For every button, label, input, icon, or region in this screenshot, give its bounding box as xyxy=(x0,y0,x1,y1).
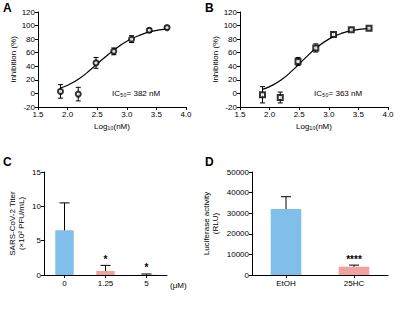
svg-text:100: 100 xyxy=(22,21,36,30)
svg-text:5: 5 xyxy=(144,279,149,288)
svg-text:1.5: 1.5 xyxy=(234,110,246,119)
svg-text:40: 40 xyxy=(228,62,237,71)
svg-text:20000: 20000 xyxy=(227,229,250,238)
svg-text:10: 10 xyxy=(32,202,41,211)
svg-text:(μM): (μM) xyxy=(170,281,187,290)
svg-text:-20: -20 xyxy=(23,102,35,112)
svg-text:Inhibition (%): Inhibition (%) xyxy=(211,36,220,83)
svg-text:3.0: 3.0 xyxy=(323,110,335,119)
svg-text:*: * xyxy=(104,254,108,265)
svg-text:40000: 40000 xyxy=(227,188,250,197)
svg-text:2.0: 2.0 xyxy=(264,110,276,119)
svg-text:80: 80 xyxy=(26,35,35,44)
svg-text:2.0: 2.0 xyxy=(62,110,74,119)
svg-text:4.0: 4.0 xyxy=(382,110,394,119)
svg-text:0: 0 xyxy=(31,89,36,98)
svg-text:3.5: 3.5 xyxy=(151,110,163,119)
svg-text:EtOH: EtOH xyxy=(276,279,296,288)
svg-text:-20: -20 xyxy=(225,102,237,112)
svg-text:20: 20 xyxy=(228,75,237,84)
svg-text:30000: 30000 xyxy=(227,209,250,218)
svg-text:Log₁₀(nM): Log₁₀(nM) xyxy=(296,122,332,131)
svg-text:25HC: 25HC xyxy=(344,279,365,288)
svg-text:50000: 50000 xyxy=(227,168,250,177)
svg-text:1.5: 1.5 xyxy=(32,110,44,119)
svg-text:60: 60 xyxy=(228,48,237,57)
svg-text:IC₅₀= 363 nM: IC₅₀= 363 nM xyxy=(314,89,362,98)
svg-text:(RLU): (RLU) xyxy=(211,213,220,235)
svg-text:D: D xyxy=(205,155,214,169)
svg-text:4.0: 4.0 xyxy=(180,110,192,119)
svg-text:C: C xyxy=(3,155,12,169)
svg-text:5: 5 xyxy=(37,236,42,245)
svg-text:120: 120 xyxy=(22,8,36,17)
svg-text:0: 0 xyxy=(62,279,67,288)
svg-text:(×10² PFU/mL): (×10² PFU/mL) xyxy=(17,197,26,250)
svg-text:40: 40 xyxy=(26,62,35,71)
svg-text:100: 100 xyxy=(224,21,238,30)
svg-text:120: 120 xyxy=(224,8,238,17)
svg-text:2.5: 2.5 xyxy=(294,110,306,119)
svg-text:A: A xyxy=(3,1,12,15)
svg-text:*: * xyxy=(145,262,149,273)
svg-text:0: 0 xyxy=(233,89,238,98)
svg-text:3.0: 3.0 xyxy=(121,110,133,119)
svg-text:0: 0 xyxy=(245,271,250,280)
svg-text:20: 20 xyxy=(26,75,35,84)
svg-text:B: B xyxy=(205,1,214,15)
svg-text:0: 0 xyxy=(37,271,42,280)
svg-text:****: **** xyxy=(346,254,362,265)
svg-text:15: 15 xyxy=(32,168,41,177)
svg-text:60: 60 xyxy=(26,48,35,57)
svg-text:SARS-CoV-2 Titer: SARS-CoV-2 Titer xyxy=(8,191,17,256)
svg-text:10000: 10000 xyxy=(227,250,250,259)
svg-text:Inhibition (%): Inhibition (%) xyxy=(9,36,18,83)
svg-text:3.5: 3.5 xyxy=(353,110,365,119)
svg-text:IC₅₀= 382 nM: IC₅₀= 382 nM xyxy=(112,89,160,98)
svg-text:80: 80 xyxy=(228,35,237,44)
svg-text:2.5: 2.5 xyxy=(92,110,104,119)
svg-text:1.25: 1.25 xyxy=(98,279,114,288)
svg-text:Luciferase activity: Luciferase activity xyxy=(202,192,211,256)
svg-text:Log₁₀(nM): Log₁₀(nM) xyxy=(94,122,130,131)
